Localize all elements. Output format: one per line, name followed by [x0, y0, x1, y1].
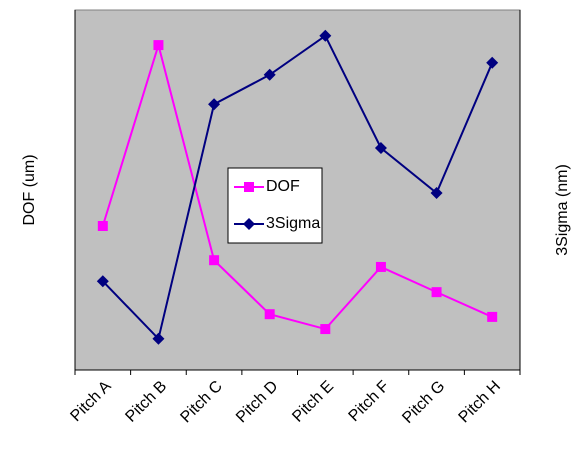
point [97, 221, 108, 231]
x-tick-label: Pitch F [346, 378, 393, 425]
y2-axis-title: 3Sigma (nm) [554, 164, 571, 256]
point [431, 287, 442, 298]
point [375, 261, 386, 272]
legend [227, 167, 323, 244]
x-tick-label: Pitch E [289, 378, 337, 426]
point [320, 324, 331, 335]
point [319, 29, 332, 42]
x-tick-label: Pitch C [177, 378, 226, 427]
point [263, 68, 276, 81]
legend-marker [244, 182, 254, 192]
y-axis-title: DOF (um) [21, 154, 38, 225]
series-line [102, 34, 494, 341]
x-tick-label: Pitch A [67, 378, 114, 425]
point [208, 98, 221, 111]
point [374, 142, 387, 154]
legend-label: 3Sigma [266, 215, 320, 232]
point [486, 56, 499, 69]
point [153, 40, 164, 51]
legend-marker [243, 218, 255, 230]
x-tick-label: Pitch B [122, 378, 170, 426]
x-tick-label: Pitch D [233, 378, 282, 427]
point [487, 311, 498, 322]
point [96, 275, 109, 288]
point [209, 255, 220, 266]
point [264, 309, 275, 320]
legend-label: DOF [266, 178, 300, 195]
x-tick-label: Pitch H [456, 378, 505, 427]
x-tick-label: Pitch G [399, 378, 448, 427]
point [152, 332, 165, 345]
point [430, 187, 443, 199]
series-line [101, 41, 493, 331]
